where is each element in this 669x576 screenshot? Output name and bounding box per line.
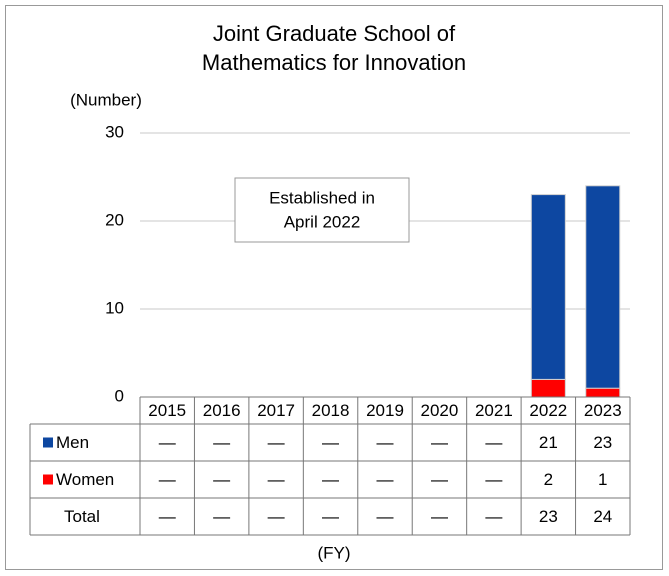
table-cell: — <box>431 470 448 489</box>
table-cell: — <box>485 507 502 526</box>
table-cell: — <box>485 433 502 452</box>
legend-label: Women <box>56 470 114 489</box>
table-cell: 1 <box>598 470 607 489</box>
table-cell: — <box>322 507 339 526</box>
table-cell: — <box>431 507 448 526</box>
x-tick-label: 2023 <box>584 401 622 420</box>
table-cell: — <box>213 433 230 452</box>
table-cell: 23 <box>593 433 612 452</box>
table-row-label: Total <box>64 507 100 526</box>
y-tick-label: 20 <box>105 210 124 229</box>
table-cell: — <box>377 470 394 489</box>
table-cell: 21 <box>539 433 558 452</box>
annotation-box <box>234 177 410 243</box>
chart-title: Joint Graduate School of <box>213 21 456 46</box>
legend-label: Men <box>56 433 89 452</box>
table-cell: — <box>377 433 394 452</box>
annotation: Established in <box>269 188 375 207</box>
x-tick-label: 2018 <box>312 401 350 420</box>
legend-swatch <box>43 437 53 448</box>
table-cell: — <box>159 507 176 526</box>
x-tick-label: 2015 <box>148 401 186 420</box>
table-cell: — <box>431 433 448 452</box>
annotation: April 2022 <box>284 212 361 231</box>
y-axis-label: (Number) <box>70 90 142 109</box>
chart-title: Mathematics for Innovation <box>202 50 466 75</box>
table-cell: — <box>268 433 285 452</box>
table-cell: 2 <box>544 470 553 489</box>
bar-segment <box>585 387 621 398</box>
x-tick-label: 2020 <box>421 401 459 420</box>
table-cell: — <box>268 470 285 489</box>
bar-segment <box>585 185 621 389</box>
x-axis-label: (FY) <box>317 543 350 562</box>
table-cell: — <box>213 470 230 489</box>
table-cell: — <box>159 433 176 452</box>
table-cell: 24 <box>593 507 612 526</box>
table-cell: — <box>159 470 176 489</box>
x-tick-label: 2022 <box>529 401 567 420</box>
legend-swatch <box>43 474 53 485</box>
table-cell: — <box>322 470 339 489</box>
table-cell: — <box>377 507 394 526</box>
y-tick-label: 0 <box>115 386 124 405</box>
x-tick-label: 2021 <box>475 401 513 420</box>
table-cell: — <box>213 507 230 526</box>
x-tick-label: 2016 <box>203 401 241 420</box>
table-cell: 23 <box>539 507 558 526</box>
bar-segment <box>530 194 566 380</box>
bar-segment <box>530 378 566 398</box>
table-cell: — <box>268 507 285 526</box>
table-cell: — <box>322 433 339 452</box>
x-tick-label: 2017 <box>257 401 295 420</box>
y-tick-label: 10 <box>105 298 124 317</box>
x-tick-label: 2019 <box>366 401 404 420</box>
table-cell: — <box>485 470 502 489</box>
y-tick-label: 30 <box>105 122 124 141</box>
